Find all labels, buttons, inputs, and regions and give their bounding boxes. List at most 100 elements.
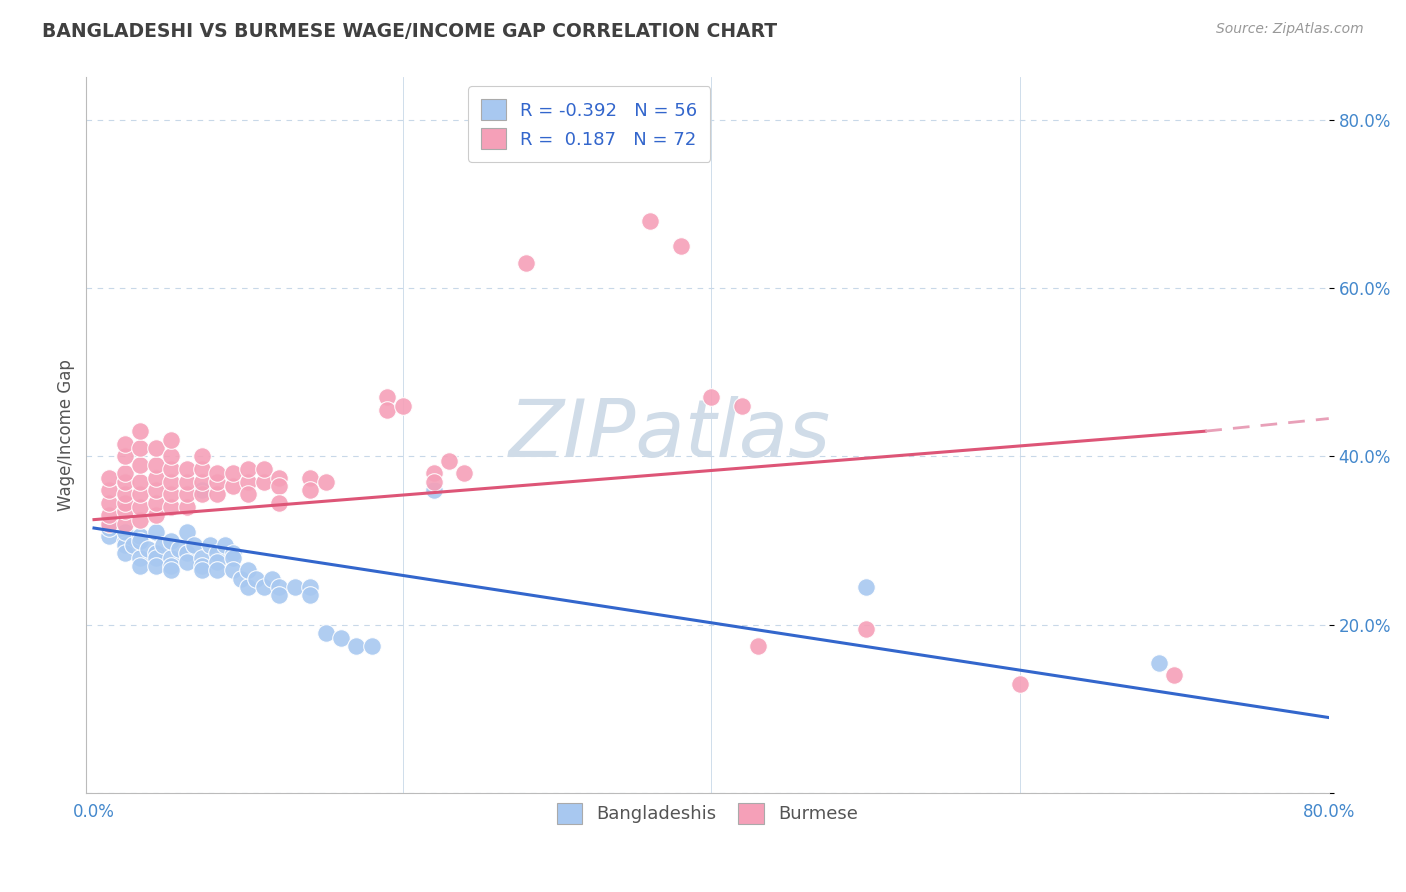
- Point: [129, 558, 152, 573]
- Point: [114, 546, 136, 560]
- Y-axis label: Wage/Income Gap: Wage/Income Gap: [58, 359, 75, 511]
- Point: [222, 546, 245, 560]
- Point: [253, 462, 276, 476]
- Point: [121, 538, 143, 552]
- Point: [1010, 677, 1032, 691]
- Point: [207, 563, 229, 577]
- Point: [222, 550, 245, 565]
- Text: Source: ZipAtlas.com: Source: ZipAtlas.com: [1216, 22, 1364, 37]
- Point: [207, 487, 229, 501]
- Point: [191, 487, 214, 501]
- Point: [160, 550, 183, 565]
- Point: [114, 487, 136, 501]
- Point: [1163, 668, 1185, 682]
- Point: [129, 500, 152, 514]
- Point: [269, 580, 291, 594]
- Point: [375, 403, 398, 417]
- Point: [160, 500, 183, 514]
- Point: [344, 639, 367, 653]
- Point: [176, 475, 198, 489]
- Point: [114, 450, 136, 464]
- Point: [245, 572, 267, 586]
- Point: [638, 213, 661, 227]
- Point: [129, 513, 152, 527]
- Point: [191, 563, 214, 577]
- Point: [207, 467, 229, 481]
- Point: [183, 538, 205, 552]
- Point: [238, 475, 260, 489]
- Point: [145, 525, 167, 540]
- Text: ZIPatlas: ZIPatlas: [509, 396, 831, 475]
- Point: [129, 550, 152, 565]
- Point: [198, 538, 221, 552]
- Point: [114, 525, 136, 540]
- Point: [160, 558, 183, 573]
- Point: [269, 589, 291, 603]
- Point: [253, 580, 276, 594]
- Point: [260, 572, 283, 586]
- Point: [160, 475, 183, 489]
- Point: [269, 496, 291, 510]
- Point: [391, 399, 413, 413]
- Point: [360, 639, 382, 653]
- Point: [129, 424, 152, 438]
- Point: [315, 626, 337, 640]
- Point: [114, 504, 136, 518]
- Legend: Bangladeshis, Burmese: Bangladeshis, Burmese: [546, 792, 869, 834]
- Point: [129, 458, 152, 472]
- Point: [214, 538, 236, 552]
- Point: [222, 563, 245, 577]
- Point: [453, 467, 475, 481]
- Point: [422, 467, 444, 481]
- Point: [160, 433, 183, 447]
- Point: [145, 441, 167, 455]
- Point: [315, 475, 337, 489]
- Point: [269, 470, 291, 484]
- Point: [375, 391, 398, 405]
- Point: [299, 470, 322, 484]
- Point: [114, 496, 136, 510]
- Point: [160, 563, 183, 577]
- Point: [855, 580, 877, 594]
- Point: [700, 391, 723, 405]
- Point: [145, 558, 167, 573]
- Point: [114, 538, 136, 552]
- Point: [191, 462, 214, 476]
- Point: [191, 558, 214, 573]
- Text: BANGLADESHI VS BURMESE WAGE/INCOME GAP CORRELATION CHART: BANGLADESHI VS BURMESE WAGE/INCOME GAP C…: [42, 22, 778, 41]
- Point: [145, 483, 167, 497]
- Point: [176, 555, 198, 569]
- Point: [284, 580, 307, 594]
- Point: [176, 525, 198, 540]
- Point: [176, 462, 198, 476]
- Point: [207, 555, 229, 569]
- Point: [129, 533, 152, 548]
- Point: [238, 580, 260, 594]
- Point: [145, 496, 167, 510]
- Point: [176, 546, 198, 560]
- Point: [114, 437, 136, 451]
- Point: [145, 508, 167, 523]
- Point: [176, 487, 198, 501]
- Point: [98, 521, 121, 535]
- Point: [238, 462, 260, 476]
- Point: [98, 470, 121, 484]
- Point: [129, 487, 152, 501]
- Point: [129, 529, 152, 543]
- Point: [222, 479, 245, 493]
- Point: [160, 450, 183, 464]
- Point: [422, 483, 444, 497]
- Point: [191, 550, 214, 565]
- Point: [437, 453, 460, 467]
- Point: [299, 483, 322, 497]
- Point: [114, 475, 136, 489]
- Point: [222, 467, 245, 481]
- Point: [98, 529, 121, 543]
- Point: [731, 399, 754, 413]
- Point: [422, 475, 444, 489]
- Point: [114, 467, 136, 481]
- Point: [98, 516, 121, 531]
- Point: [191, 450, 214, 464]
- Point: [207, 475, 229, 489]
- Point: [207, 546, 229, 560]
